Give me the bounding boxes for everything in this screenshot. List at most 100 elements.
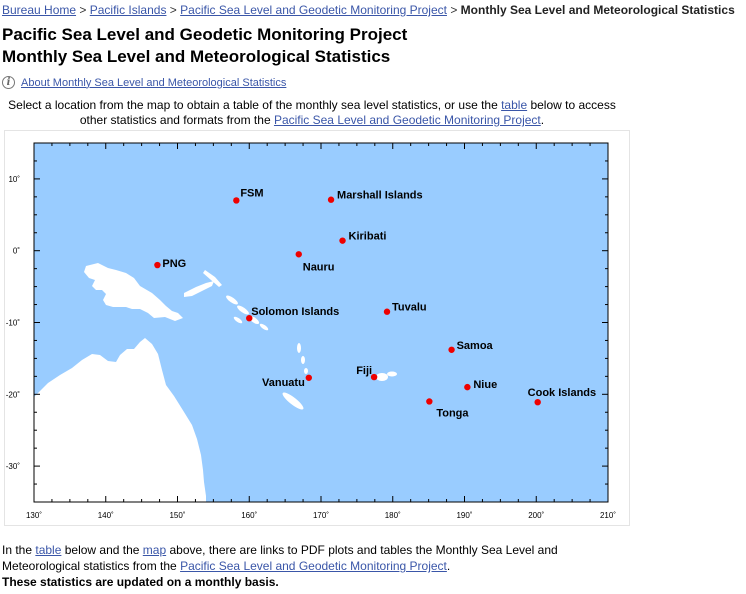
location-marker[interactable]	[154, 261, 161, 269]
location-label[interactable]: Samoa	[457, 340, 494, 352]
location-marker[interactable]	[233, 197, 240, 204]
location-marker[interactable]	[339, 237, 346, 244]
location-label[interactable]: Solomon Islands	[251, 306, 339, 318]
location-label[interactable]: Niue	[473, 379, 497, 391]
lon-tick-label: 130˚	[26, 511, 42, 520]
location-marker[interactable]	[534, 398, 541, 406]
australia-landmass	[34, 338, 206, 502]
location-label[interactable]: PNG	[162, 258, 186, 270]
location-marker[interactable]	[464, 383, 471, 391]
location-marker[interactable]	[383, 308, 391, 315]
location-tuvalu[interactable]: Tuvalu	[383, 302, 427, 315]
location-solomon-islands[interactable]: Solomon Islands	[246, 306, 339, 322]
location-label[interactable]: Nauru	[303, 261, 335, 273]
footer-text-part: In the	[2, 543, 36, 557]
location-marker[interactable]	[370, 373, 378, 381]
footer-map-link[interactable]: map	[142, 543, 167, 557]
axis-ticks	[33, 142, 609, 503]
lat-tick-label: -10˚	[6, 319, 21, 328]
location-marker[interactable]	[426, 398, 433, 405]
location-marker[interactable]	[305, 374, 313, 381]
location-marker[interactable]	[448, 346, 455, 353]
lat-tick-label: -30˚	[6, 462, 21, 471]
location-vanuatu[interactable]: Vanuatu	[262, 374, 313, 389]
location-samoa[interactable]: Samoa	[448, 340, 494, 353]
new-britain-landmass	[184, 281, 214, 297]
lon-tick-label: 140˚	[98, 511, 114, 520]
fiji-island	[376, 373, 388, 381]
intro-text: Select a location from the map to obtain…	[2, 98, 622, 128]
new-ireland-landmass	[203, 270, 222, 287]
footer-text-part: above, there are links to PDF plots and …	[2, 543, 558, 573]
location-label[interactable]: Tonga	[436, 407, 469, 419]
about-link[interactable]: About Monthly Sea Level and Meteorologic…	[21, 76, 287, 89]
solomon-island	[259, 323, 269, 331]
location-niue[interactable]: Niue	[464, 379, 497, 391]
location-label[interactable]: Cook Islands	[528, 387, 596, 399]
breadcrumb-current: Monthly Sea Level and Meteorological Sta…	[460, 3, 735, 17]
axis-labels: 130˚ 140˚ 150˚ 160˚ 170˚ 180˚ 190˚ 200˚ 210˚ 10˚ 0…	[6, 175, 617, 520]
location-marker[interactable]	[295, 251, 302, 258]
map-frame	[4, 130, 630, 526]
lon-tick-label: 190˚	[456, 511, 472, 520]
location-markers: FSM Marshall Islands Kiribati Nauru PNG Solom…	[154, 187, 596, 419]
location-label[interactable]: Marshall Islands	[337, 190, 423, 202]
new-guinea-landmass	[84, 263, 183, 321]
footer-project-link[interactable]: Pacific Sea Level and Geodetic Monitorin…	[180, 559, 447, 573]
lat-tick-label: 10˚	[8, 175, 20, 184]
page-title-line1: Pacific Sea Level and Geodetic Monitorin…	[2, 25, 408, 44]
lon-tick-label: 160˚	[241, 511, 257, 520]
intro-text-part: below to access other statistics and for…	[79, 98, 616, 127]
vanuatu-island	[304, 368, 308, 374]
location-nauru[interactable]: Nauru	[295, 251, 335, 273]
land-masses	[34, 263, 397, 502]
pacific-map: 130˚ 140˚ 150˚ 160˚ 170˚ 180˚ 190˚ 200˚ 210˚ 10˚ 0…	[6, 142, 617, 520]
breadcrumb-separator: >	[79, 3, 87, 17]
lat-tick-label: 0˚	[13, 247, 20, 256]
location-kiribati[interactable]: Kiribati	[339, 231, 386, 244]
vanuatu-island	[301, 356, 305, 364]
location-tonga[interactable]: Tonga	[426, 398, 469, 419]
lon-tick-label: 150˚	[169, 511, 185, 520]
intro-table-link[interactable]: table	[501, 98, 528, 112]
about-section: i About Monthly Sea Level and Meteorolog…	[2, 76, 286, 89]
location-fsm[interactable]: FSM	[233, 187, 264, 204]
breadcrumb-home-link[interactable]: Bureau Home	[2, 3, 77, 17]
footer-text: In the table below and the map above, th…	[2, 542, 622, 574]
breadcrumb-project-link[interactable]: Pacific Sea Level and Geodetic Monitorin…	[180, 3, 447, 17]
breadcrumb-separator: >	[169, 3, 177, 17]
solomon-island	[233, 316, 243, 324]
breadcrumb-pacific-link[interactable]: Pacific Islands	[89, 3, 167, 17]
footer-text-part: below and the	[61, 543, 143, 557]
location-marshall-islands[interactable]: Marshall Islands	[327, 190, 423, 203]
fiji-island	[387, 371, 397, 377]
intro-text-part: Select a location from the map to obtain…	[8, 98, 502, 112]
intro-text-part: .	[540, 113, 545, 127]
new-caledonia-island	[282, 392, 304, 410]
location-label[interactable]: Vanuatu	[262, 377, 305, 389]
location-cook-islands[interactable]: Cook Islands	[528, 387, 596, 406]
intro-project-link[interactable]: Pacific Sea Level and Geodetic Monitorin…	[273, 113, 541, 127]
lat-tick-label: -20˚	[6, 390, 21, 399]
lon-tick-label: 200˚	[528, 511, 544, 520]
location-label[interactable]: Kiribati	[349, 231, 387, 243]
footer-text-part: .	[446, 559, 451, 573]
footer-table-link[interactable]: table	[35, 543, 62, 557]
location-label[interactable]: Tuvalu	[392, 302, 427, 314]
location-png[interactable]: PNG	[154, 258, 186, 270]
location-label[interactable]: Fiji	[356, 365, 372, 377]
page-title-line2: Monthly Sea Level and Meteorological Sta…	[2, 47, 391, 66]
location-label[interactable]: FSM	[240, 187, 263, 199]
breadcrumb: Bureau Home > Pacific Islands > Pacific …	[2, 3, 735, 17]
location-marker[interactable]	[246, 314, 253, 322]
lon-tick-label: 170˚	[313, 511, 329, 520]
location-marker[interactable]	[327, 196, 335, 203]
info-icon: i	[2, 76, 15, 89]
location-fiji[interactable]: Fiji	[356, 365, 378, 381]
solomon-island	[226, 295, 238, 305]
lon-tick-label: 180˚	[385, 511, 401, 520]
breadcrumb-separator: >	[450, 3, 458, 17]
lon-tick-label: 210˚	[600, 511, 616, 520]
update-notice: These statistics are updated on a monthl…	[2, 575, 279, 589]
vanuatu-island	[297, 343, 301, 353]
